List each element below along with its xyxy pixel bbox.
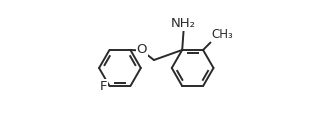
Text: O: O bbox=[137, 43, 147, 56]
Text: CH₃: CH₃ bbox=[212, 28, 233, 41]
Text: NH₂: NH₂ bbox=[171, 17, 196, 30]
Text: F: F bbox=[99, 80, 107, 93]
